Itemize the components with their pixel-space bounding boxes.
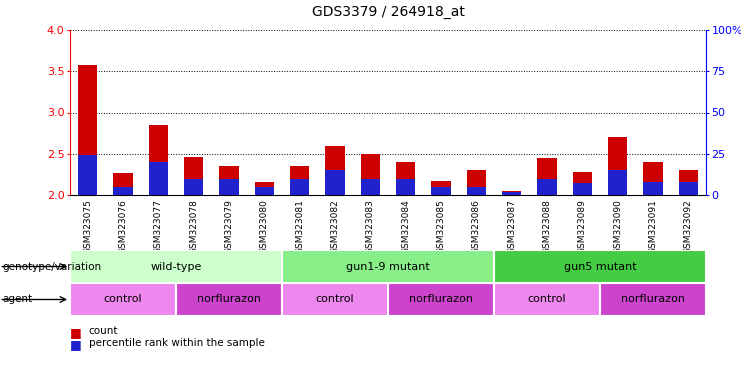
Bar bbox=[219, 179, 239, 195]
Bar bbox=[679, 182, 698, 195]
Bar bbox=[502, 191, 522, 195]
Bar bbox=[537, 179, 556, 195]
Text: norflurazon: norflurazon bbox=[409, 295, 473, 305]
Bar bbox=[643, 182, 662, 195]
Text: GSM323081: GSM323081 bbox=[295, 199, 304, 254]
Bar bbox=[494, 250, 706, 283]
Text: genotype/variation: genotype/variation bbox=[2, 262, 101, 271]
Bar bbox=[573, 172, 592, 195]
Text: gun1-9 mutant: gun1-9 mutant bbox=[346, 262, 430, 271]
Bar bbox=[388, 283, 494, 316]
Bar bbox=[431, 181, 451, 195]
Bar bbox=[502, 192, 522, 195]
Bar bbox=[396, 162, 416, 195]
Text: control: control bbox=[104, 295, 142, 305]
Text: control: control bbox=[528, 295, 566, 305]
Bar bbox=[396, 179, 416, 195]
Text: GDS3379 / 264918_at: GDS3379 / 264918_at bbox=[311, 5, 465, 19]
Text: control: control bbox=[316, 295, 354, 305]
Bar bbox=[113, 173, 133, 195]
Bar bbox=[679, 170, 698, 195]
Bar bbox=[290, 179, 310, 195]
Bar bbox=[149, 162, 168, 195]
Bar bbox=[573, 184, 592, 195]
Text: GSM323088: GSM323088 bbox=[542, 199, 551, 254]
Bar bbox=[467, 187, 486, 195]
Text: gun5 mutant: gun5 mutant bbox=[564, 262, 637, 271]
Bar bbox=[78, 65, 97, 195]
Bar bbox=[184, 179, 203, 195]
Bar bbox=[184, 157, 203, 195]
Bar bbox=[537, 158, 556, 195]
Bar bbox=[361, 179, 380, 195]
Bar bbox=[608, 170, 628, 195]
Bar bbox=[113, 187, 133, 195]
Text: wild-type: wild-type bbox=[150, 262, 202, 271]
Text: GSM323079: GSM323079 bbox=[225, 199, 233, 254]
Bar bbox=[70, 283, 176, 316]
Text: GSM323082: GSM323082 bbox=[330, 199, 339, 254]
Text: GSM323086: GSM323086 bbox=[472, 199, 481, 254]
Text: percentile rank within the sample: percentile rank within the sample bbox=[88, 338, 265, 348]
Text: norflurazon: norflurazon bbox=[621, 295, 685, 305]
Bar bbox=[361, 154, 380, 195]
Bar bbox=[600, 283, 706, 316]
Text: agent: agent bbox=[2, 295, 32, 305]
Text: ■: ■ bbox=[70, 338, 82, 351]
Bar bbox=[643, 162, 662, 195]
Text: GSM323092: GSM323092 bbox=[684, 199, 693, 254]
Text: GSM323075: GSM323075 bbox=[83, 199, 92, 254]
Text: GSM323090: GSM323090 bbox=[613, 199, 622, 254]
Text: GSM323091: GSM323091 bbox=[648, 199, 657, 254]
Bar bbox=[255, 187, 274, 195]
Text: ■: ■ bbox=[70, 326, 82, 339]
Text: GSM323083: GSM323083 bbox=[366, 199, 375, 254]
Bar bbox=[219, 166, 239, 195]
Text: GSM323077: GSM323077 bbox=[154, 199, 163, 254]
Bar bbox=[325, 146, 345, 195]
Bar bbox=[494, 283, 600, 316]
Bar bbox=[467, 170, 486, 195]
Text: GSM323080: GSM323080 bbox=[260, 199, 269, 254]
Bar bbox=[608, 137, 628, 195]
Text: GSM323089: GSM323089 bbox=[578, 199, 587, 254]
Text: GSM323078: GSM323078 bbox=[189, 199, 198, 254]
Text: GSM323076: GSM323076 bbox=[119, 199, 127, 254]
Bar bbox=[176, 283, 282, 316]
Text: norflurazon: norflurazon bbox=[197, 295, 261, 305]
Bar bbox=[325, 170, 345, 195]
Text: GSM323087: GSM323087 bbox=[507, 199, 516, 254]
Text: count: count bbox=[88, 326, 118, 336]
Bar bbox=[431, 187, 451, 195]
Text: GSM323084: GSM323084 bbox=[401, 199, 411, 254]
Bar bbox=[290, 166, 310, 195]
Bar bbox=[70, 250, 282, 283]
Bar bbox=[255, 182, 274, 195]
Bar bbox=[78, 156, 97, 195]
Bar bbox=[282, 283, 388, 316]
Bar bbox=[282, 250, 494, 283]
Text: GSM323085: GSM323085 bbox=[436, 199, 445, 254]
Bar bbox=[149, 125, 168, 195]
